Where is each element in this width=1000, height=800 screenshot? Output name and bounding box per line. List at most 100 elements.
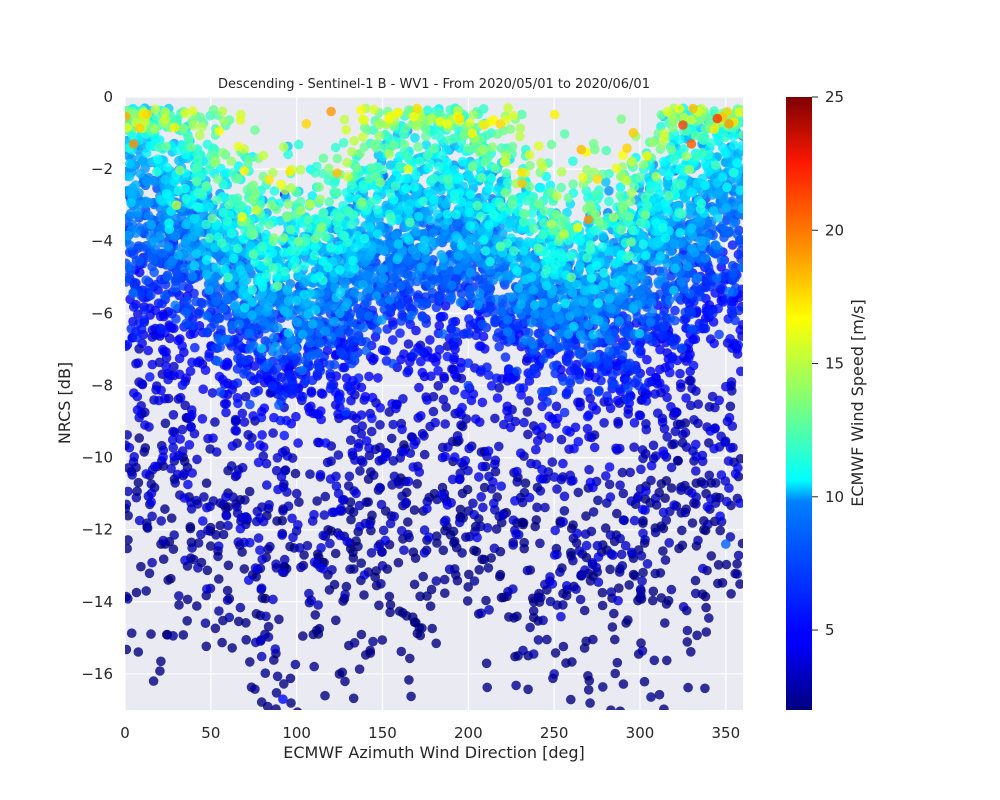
scatter-point (326, 380, 337, 390)
scatter-point (222, 311, 233, 321)
scatter-point (213, 541, 224, 551)
scatter-point (494, 383, 504, 393)
scatter-point (523, 684, 533, 695)
scatter-point (417, 623, 427, 633)
scatter-point (128, 288, 138, 299)
scatter-point (545, 317, 556, 327)
scatter-point (606, 587, 617, 597)
scatter-point (535, 538, 545, 549)
scatter-point (632, 374, 642, 385)
scatter-point (290, 468, 301, 479)
scatter-point (150, 461, 160, 472)
scatter-point (715, 525, 725, 536)
scatter-point (415, 630, 426, 641)
scatter-point (609, 710, 619, 720)
scatter-point (385, 607, 395, 618)
scatter-point (402, 367, 413, 378)
scatter-point (431, 357, 441, 367)
scatter-point (535, 474, 546, 484)
scatter-point (558, 588, 568, 599)
scatter-point (221, 511, 232, 521)
scatter-point (693, 399, 703, 410)
scatter-point (368, 470, 379, 481)
scatter-point (293, 438, 303, 448)
scatter-point (552, 484, 562, 494)
scatter-point (490, 316, 500, 327)
scatter-point (494, 341, 505, 352)
scatter-point (187, 357, 197, 368)
scatter-point (375, 403, 386, 413)
scatter-point (575, 401, 585, 412)
scatter-point (464, 531, 475, 542)
scatter-point (612, 508, 622, 519)
scatter-point (438, 545, 449, 556)
scatter-point (531, 444, 541, 455)
scatter-point (704, 470, 715, 481)
scatter-point (331, 615, 341, 626)
scatter-point (700, 253, 711, 263)
scatter-point (678, 602, 689, 612)
scatter-point (134, 412, 144, 423)
scatter-point (726, 589, 736, 599)
scatter-point (471, 546, 482, 557)
scatter-point (632, 345, 643, 355)
scatter-point (388, 335, 398, 345)
scatter-point (494, 441, 504, 452)
scatter-point (306, 401, 316, 412)
scatter-point (682, 261, 693, 272)
scatter-point (425, 280, 436, 291)
scatter-point (279, 306, 290, 316)
scatter-point (388, 419, 399, 430)
scatter-point (664, 538, 674, 548)
scatter-point (239, 417, 250, 427)
scatter-point (623, 615, 633, 625)
scatter-point (555, 567, 565, 577)
scatter-point (500, 352, 511, 363)
scatter-point (170, 300, 180, 311)
scatter-point (680, 507, 690, 518)
scatter-point (380, 451, 391, 462)
scatter-point (156, 516, 166, 526)
scatter-point (565, 311, 575, 321)
scatter-point (532, 436, 543, 446)
scatter-point (547, 385, 558, 396)
scatter-point (167, 435, 178, 445)
scatter-point (335, 506, 345, 516)
scatter-point (596, 375, 606, 386)
scatter-point (438, 394, 449, 405)
scatter-point (473, 300, 483, 311)
scatter-point (125, 594, 133, 604)
scatter-point (309, 509, 319, 520)
scatter-point (355, 466, 365, 476)
scatter-point (593, 577, 604, 587)
scatter-point (315, 562, 326, 573)
scatter-point (447, 474, 458, 485)
scatter-point (142, 522, 152, 532)
scatter-point (563, 329, 574, 339)
scatter-point (737, 203, 743, 214)
scatter-point (607, 622, 618, 632)
scatter-point (669, 500, 679, 510)
scatter-point (279, 679, 289, 689)
scatter-point (574, 374, 585, 385)
scatter-point (551, 302, 562, 313)
scatter-point (389, 471, 400, 482)
scatter-point (149, 236, 160, 247)
scatter-point (580, 529, 591, 539)
scatter-point (361, 436, 372, 446)
scatter-point (232, 502, 242, 512)
scatter-point (610, 634, 620, 645)
scatter-point (168, 410, 179, 420)
scatter-point (461, 328, 472, 338)
scatter-point (125, 486, 133, 497)
scatter-point (278, 694, 288, 704)
scatter-point (416, 262, 427, 272)
scatter-point (175, 392, 186, 403)
scatter-point (342, 536, 353, 547)
scatter-point (606, 549, 616, 559)
scatter-point (190, 342, 200, 353)
scatter-point (187, 468, 197, 478)
scatter-point (147, 557, 157, 568)
scatter-point (686, 647, 696, 657)
scatter-point (356, 382, 367, 393)
